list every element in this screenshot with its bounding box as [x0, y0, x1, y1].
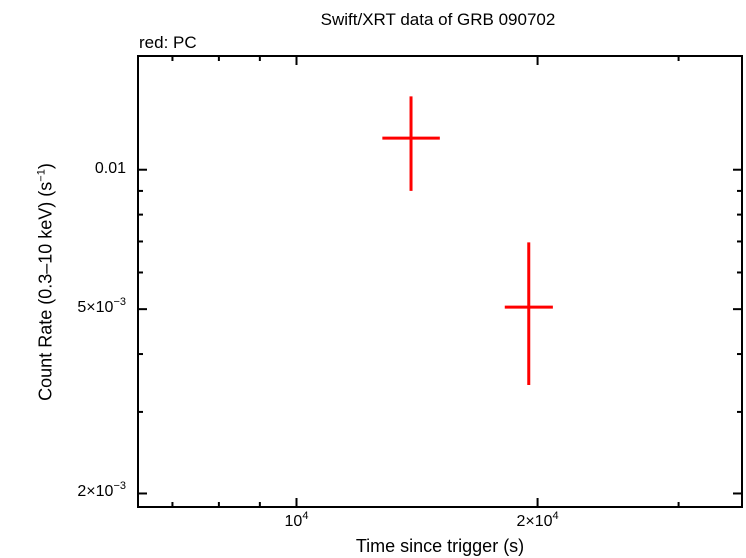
y-tick-label: 0.01	[94, 159, 126, 177]
x-tick-label: 2×104	[516, 510, 559, 531]
chart-title: Swift/XRT data of GRB 090702	[320, 10, 556, 29]
x-axis-label: Time since trigger (s)	[355, 536, 525, 556]
x-tick-label: 104	[284, 510, 309, 531]
plot-frame	[137, 55, 743, 508]
y-tick-label: 5×10−3	[77, 296, 126, 317]
y-axis-label: Count Rate (0.3–10 keV) (s−1)	[35, 163, 56, 401]
chart-subtitle: red: PC	[139, 33, 197, 52]
y-tick-label: 2×10−3	[77, 480, 126, 501]
